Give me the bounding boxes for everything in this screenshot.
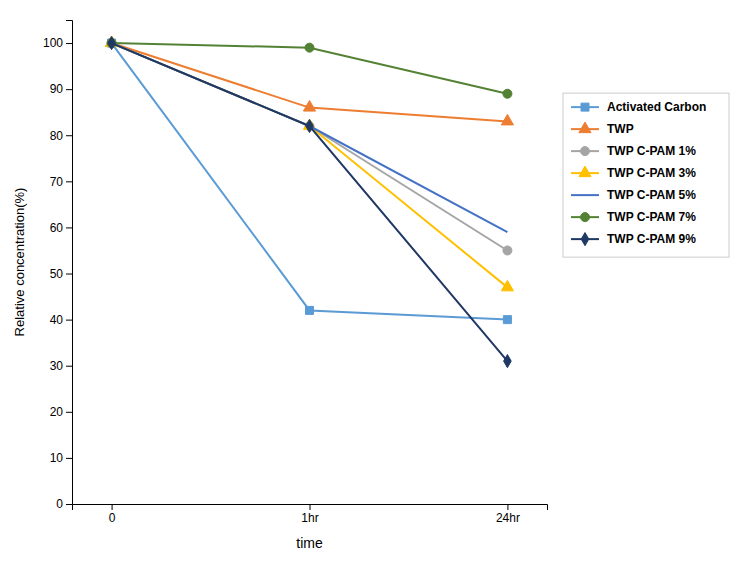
y-tick-label: 100 (43, 36, 63, 50)
y-tick: 0 (56, 497, 72, 511)
chart: 0 1hr 24hr 0 10 20 30 40 50 60 70 80 90 100 time Relati… (0, 0, 737, 564)
x-axis-title: time (296, 535, 323, 551)
y-tick: 50 (50, 267, 72, 281)
y-tick-mark (66, 274, 72, 275)
y-tick-mark (66, 412, 72, 413)
y-tick: 20 (50, 405, 72, 419)
legend-label: TWP (607, 122, 634, 136)
y-tick-label: 0 (56, 497, 63, 511)
y-tick-mark (66, 135, 72, 136)
y-tick-label: 50 (50, 267, 64, 281)
y-axis-title: Relative concentration(%) (12, 188, 27, 337)
y-tick-label: 90 (50, 82, 64, 96)
x-tick-mark (507, 504, 508, 510)
x-tick-mark (310, 504, 311, 510)
legend-marker (579, 122, 591, 133)
x-axis-line (73, 505, 548, 511)
x-tick: 1hr (301, 504, 318, 525)
x-tick-label: 0 (109, 511, 116, 525)
legend-marker (580, 213, 589, 222)
series-line (112, 43, 508, 320)
series-marker (504, 355, 512, 368)
legend-label: TWP C-PAM 7% (607, 210, 696, 224)
legend-frame (563, 93, 729, 257)
series-group (106, 36, 514, 368)
series-line (112, 43, 508, 121)
legend-item: TWP (571, 122, 634, 136)
legend-label: TWP C-PAM 1% (607, 144, 696, 158)
legend-marker (581, 233, 589, 246)
y-tick: 30 (50, 359, 72, 373)
y-tick: 100 (43, 36, 72, 50)
series (112, 43, 508, 232)
legend-label: TWP C-PAM 5% (607, 188, 696, 202)
y-tick: 80 (50, 129, 72, 143)
y-tick-mark (66, 43, 72, 44)
x-axis: 0 1hr 24hr (73, 504, 548, 525)
series-marker (503, 316, 511, 324)
legend-item: TWP C-PAM 7% (571, 210, 696, 224)
y-tick-label: 60 (50, 221, 64, 235)
series (107, 39, 512, 99)
x-tick-mark (112, 504, 113, 510)
y-tick: 90 (50, 82, 72, 96)
legend-label: TWP C-PAM 9% (607, 232, 696, 246)
legend: Activated Carbon TWP TWP C-PAM 1% TWP C-PAM… (563, 93, 729, 257)
series-marker (305, 43, 314, 52)
series-marker (501, 280, 513, 291)
series-marker (303, 101, 315, 112)
series-marker (501, 114, 513, 125)
x-tick-label: 1hr (301, 511, 318, 525)
series-marker (306, 119, 314, 132)
legend-item: TWP C-PAM 3% (571, 166, 696, 180)
y-tick-label: 40 (50, 313, 64, 327)
legend-item: Activated Carbon (571, 100, 706, 114)
series-line (112, 43, 508, 232)
legend-marker (581, 103, 589, 111)
y-tick: 10 (50, 451, 72, 465)
legend-label: TWP C-PAM 3% (607, 166, 696, 180)
x-tick-label: 24hr (496, 511, 520, 525)
y-axis-line (66, 21, 73, 505)
y-tick-mark (66, 89, 72, 90)
x-tick: 0 (109, 504, 116, 525)
y-tick-label: 30 (50, 359, 64, 373)
legend-marker (580, 147, 589, 156)
y-axis: 0 10 20 30 40 50 60 70 80 90 100 (43, 21, 73, 512)
series (107, 39, 512, 255)
y-tick-label: 20 (50, 405, 64, 419)
y-tick-mark (66, 181, 72, 182)
series-line (112, 43, 508, 287)
series (106, 36, 514, 291)
y-tick: 60 (50, 221, 72, 235)
plot: 0 1hr 24hr 0 10 20 30 40 50 60 70 80 90 100 time Relati… (12, 21, 729, 552)
y-tick-mark (66, 458, 72, 459)
y-tick-mark (66, 366, 72, 367)
legend-swatch (571, 194, 599, 196)
legend-item: TWP C-PAM 1% (571, 144, 696, 158)
series-line (112, 43, 508, 361)
series-line (112, 43, 508, 250)
x-tick: 24hr (496, 504, 520, 525)
y-tick: 70 (50, 175, 72, 189)
y-tick-label: 80 (50, 129, 64, 143)
legend-item: TWP C-PAM 5% (571, 188, 696, 202)
series (106, 36, 514, 125)
series-marker (503, 89, 512, 98)
y-tick-mark (66, 504, 72, 505)
y-tick: 40 (50, 313, 72, 327)
y-tick-mark (66, 227, 72, 228)
y-tick-label: 70 (50, 175, 64, 189)
legend-marker (579, 166, 591, 177)
legend-item: TWP C-PAM 9% (571, 232, 696, 246)
y-tick-mark (66, 320, 72, 321)
legend-label: Activated Carbon (607, 100, 706, 114)
y-tick-label: 10 (50, 451, 64, 465)
series-marker (503, 246, 512, 255)
series (108, 36, 511, 367)
series (108, 39, 512, 324)
series-marker (108, 36, 116, 49)
series-marker (306, 306, 314, 314)
